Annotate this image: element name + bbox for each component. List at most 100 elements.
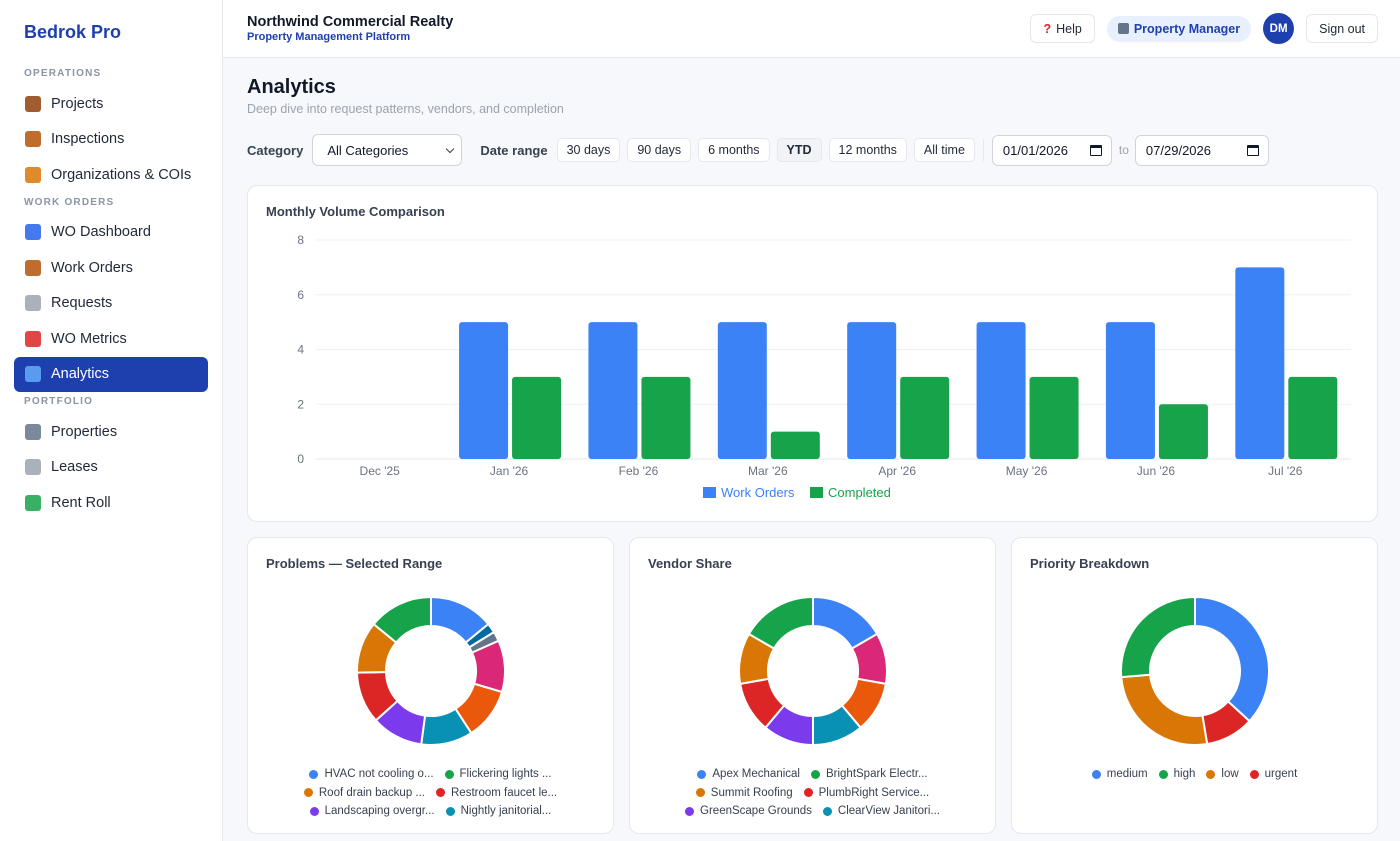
handshake-icon — [25, 166, 41, 183]
legend-item[interactable]: Landscaping overgr... — [309, 805, 435, 817]
bar-work-orders[interactable] — [976, 322, 1026, 459]
sidebar-item-label: WO Metrics — [51, 330, 127, 347]
bar-completed[interactable] — [1158, 404, 1208, 459]
donut-slice[interactable] — [1120, 673, 1209, 746]
avatar[interactable]: DM — [1263, 13, 1295, 44]
legend-row: medium high low urgent — [1012, 765, 1377, 784]
legend-item[interactable]: Flickering lights ... — [444, 768, 552, 781]
legend-label: medium — [1106, 768, 1148, 781]
sidebar-item-wo-metrics[interactable]: WO Metrics — [14, 321, 208, 357]
priority-legend: medium high low urgent — [1012, 765, 1377, 784]
top-actions: ? Help Property Manager DM Sign out — [1030, 13, 1378, 44]
bar-work-orders[interactable] — [1105, 322, 1155, 459]
range-button-6-months[interactable]: 6 months — [698, 138, 770, 162]
bar-completed[interactable] — [770, 431, 820, 459]
legend-item[interactable]: Nightly janitorial... — [445, 805, 551, 817]
problems-donut — [356, 596, 506, 746]
calendar-icon[interactable] — [1246, 144, 1259, 156]
sidebar: Bedrok Pro OPERATIONS Projects Inspections… — [0, 0, 223, 841]
envelope-icon — [25, 295, 41, 312]
bar-completed[interactable] — [1288, 376, 1338, 459]
legend-item[interactable]: ClearView Janitori... — [822, 805, 940, 817]
legend-row: Roof drain backup ... Restroom faucet le.… — [248, 784, 613, 803]
bar-completed[interactable] — [512, 376, 562, 459]
legend-item[interactable]: BrightSpark Electr... — [810, 768, 928, 781]
bar-chart: 0 2 4 6 8 Dec '25 Jan '26 Feb '26 Mar '26 Apr '26… — [297, 233, 1351, 500]
sidebar-item-leases[interactable]: Leases — [14, 450, 208, 486]
legend-item[interactable]: Roof drain backup ... — [303, 787, 425, 799]
legend-item[interactable]: HVAC not cooling o... — [309, 768, 434, 780]
bar-completed[interactable] — [641, 376, 691, 459]
legend-label[interactable]: Work Orders — [721, 485, 795, 500]
sidebar-item-label: Leases — [51, 459, 98, 476]
y-tick-label: 6 — [297, 288, 304, 302]
legend-item[interactable]: urgent — [1249, 768, 1297, 780]
x-tick-label: Feb '26 — [619, 464, 659, 478]
sidebar-item-analytics[interactable]: Analytics — [14, 356, 208, 392]
main-area: Northwind Commercial Realty Property Man… — [223, 0, 1400, 841]
date-to-value: 07/29/2026 — [1145, 142, 1211, 158]
donut-slice[interactable] — [1194, 596, 1270, 723]
chevron-down-icon — [446, 144, 455, 153]
problems-card: Problems — Selected Range HVAC not cooli… — [247, 537, 614, 834]
building-icon — [1117, 23, 1129, 34]
calendar-icon[interactable] — [1089, 144, 1102, 156]
legend-dot — [445, 806, 455, 816]
help-button[interactable]: ? Help — [1030, 14, 1095, 43]
bar-completed[interactable] — [900, 376, 950, 459]
date-to-input[interactable]: 07/29/2026 — [1134, 134, 1269, 166]
sidebar-item-inspections[interactable]: Inspections — [14, 122, 208, 158]
chart-title: Vendor Share — [648, 556, 732, 571]
sign-out-button[interactable]: Sign out — [1306, 14, 1378, 43]
sidebar-item-label: Inspections — [51, 131, 125, 148]
bar-work-orders[interactable] — [847, 322, 897, 459]
sidebar-item-organizations-cois[interactable]: Organizations & COIs — [14, 157, 208, 193]
role-badge[interactable]: Property Manager — [1106, 15, 1252, 42]
donut-slice[interactable] — [1120, 596, 1196, 679]
range-button-ytd[interactable]: YTD — [776, 138, 822, 162]
legend-item[interactable]: Summit Roofing — [695, 787, 793, 799]
legend-label: BrightSpark Electr... — [825, 768, 928, 781]
sidebar-item-label: Projects — [51, 95, 104, 112]
sidebar-item-properties[interactable]: Properties — [14, 414, 208, 450]
range-button-all-time[interactable]: All time — [913, 138, 975, 162]
range-button-30-days[interactable]: 30 days — [556, 138, 621, 162]
legend-item[interactable]: medium — [1091, 768, 1148, 781]
category-select[interactable]: All Categories — [312, 134, 463, 166]
legend-item[interactable]: low — [1206, 768, 1239, 780]
legend-item[interactable]: Apex Mechanical — [697, 768, 800, 780]
section-label: OPERATIONS — [24, 68, 102, 79]
donut-slice[interactable] — [747, 596, 814, 650]
legend-label: Flickering lights ... — [459, 768, 552, 781]
donut-slice[interactable] — [372, 596, 432, 644]
y-tick-label: 4 — [297, 343, 304, 357]
brand-logo[interactable]: Bedrok Pro — [24, 22, 122, 42]
sidebar-item-wo-dashboard[interactable]: WO Dashboard — [14, 215, 208, 251]
bar-work-orders[interactable] — [588, 322, 638, 459]
sidebar-item-work-orders[interactable]: Work Orders — [14, 250, 208, 286]
sidebar-item-rent-roll[interactable]: Rent Roll — [14, 485, 208, 521]
date-range-label: Date range — [480, 142, 548, 158]
legend-item[interactable]: GreenScape Grounds — [685, 805, 812, 817]
sidebar-item-requests[interactable]: Requests — [14, 286, 208, 322]
legend-item[interactable]: PlumbRight Service... — [803, 787, 929, 799]
legend-dot — [436, 788, 445, 798]
legend-swatch — [810, 487, 823, 498]
date-from-input[interactable]: 01/01/2026 — [991, 134, 1112, 166]
legend-label[interactable]: Completed — [828, 485, 891, 500]
legend-row: GreenScape Grounds ClearView Janitori... — [630, 802, 995, 821]
range-button-12-months[interactable]: 12 months — [828, 138, 907, 162]
page-content: Analytics Deep dive into request pattern… — [223, 58, 1400, 834]
bar-work-orders[interactable] — [1235, 267, 1285, 459]
bar-work-orders[interactable] — [717, 322, 767, 459]
bar-work-orders[interactable] — [459, 322, 509, 459]
question-icon: ? — [1043, 21, 1052, 36]
legend-item[interactable]: high — [1158, 768, 1195, 780]
legend-dot — [309, 806, 319, 816]
sidebar-item-projects[interactable]: Projects — [14, 86, 208, 122]
section-label: PORTFOLIO — [24, 396, 94, 407]
legend-item[interactable]: Restroom faucet le... — [436, 787, 557, 799]
range-button-90-days[interactable]: 90 days — [627, 138, 692, 162]
bar-completed[interactable] — [1029, 376, 1079, 459]
priority-donut — [1120, 596, 1270, 746]
